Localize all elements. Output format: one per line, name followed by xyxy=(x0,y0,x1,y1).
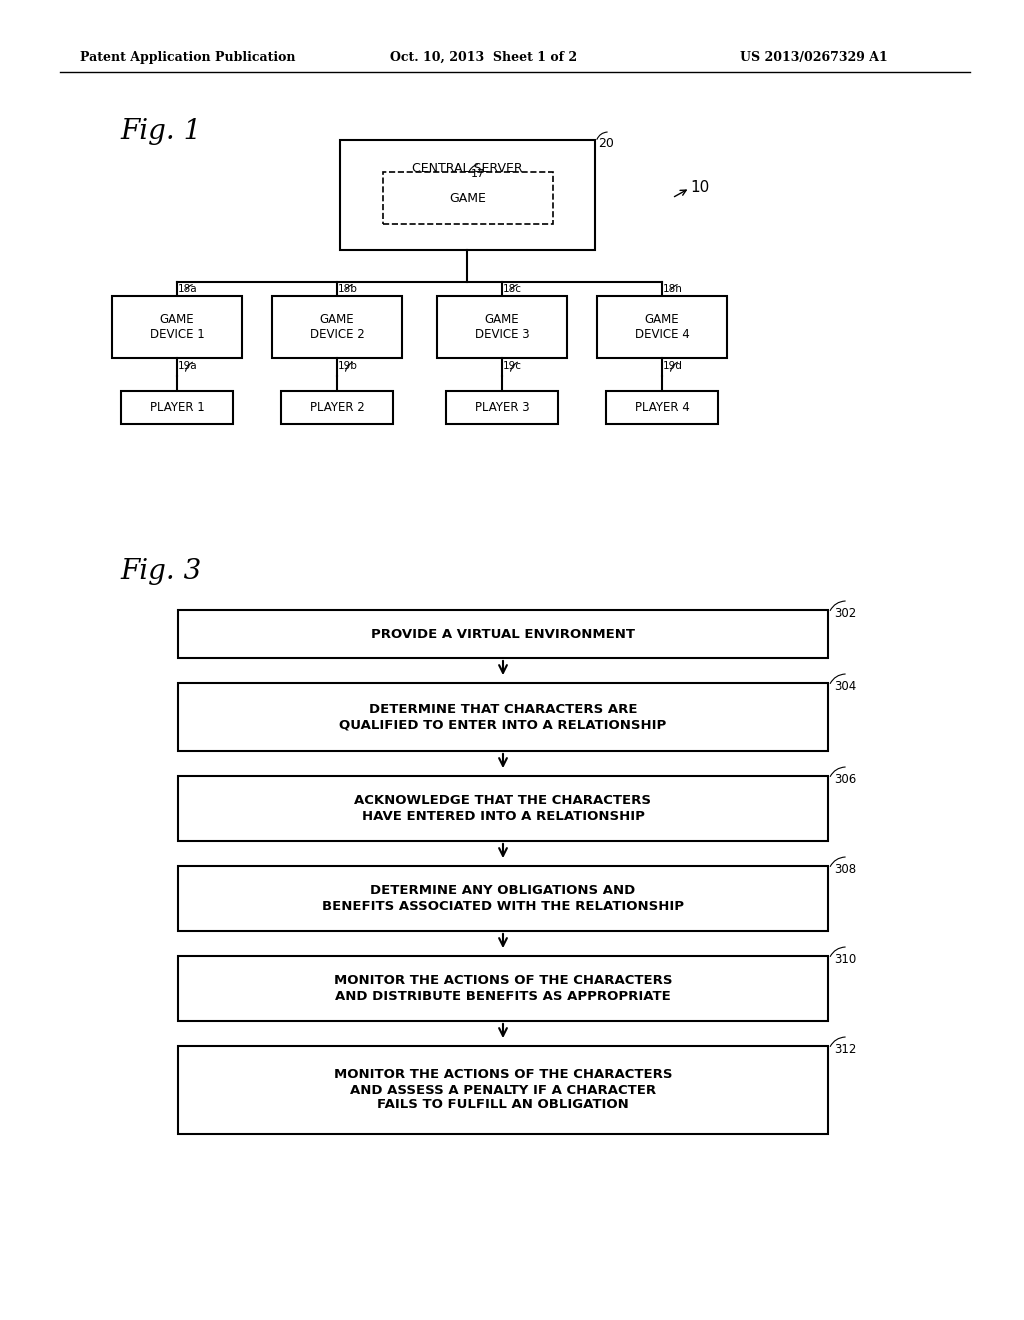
Text: CENTRAL SERVER: CENTRAL SERVER xyxy=(413,161,523,174)
Bar xyxy=(340,140,595,249)
Text: PLAYER 1: PLAYER 1 xyxy=(150,401,205,414)
Text: 304: 304 xyxy=(834,680,856,693)
Bar xyxy=(606,391,718,424)
Text: GAME
DEVICE 3: GAME DEVICE 3 xyxy=(475,313,529,341)
Text: 18c: 18c xyxy=(503,284,522,294)
Text: GAME
DEVICE 2: GAME DEVICE 2 xyxy=(309,313,365,341)
Text: 19d: 19d xyxy=(663,360,683,371)
Bar xyxy=(383,172,553,224)
Text: 19c: 19c xyxy=(503,360,522,371)
Text: 308: 308 xyxy=(834,863,856,876)
Bar xyxy=(178,956,828,1020)
Text: GAME
DEVICE 1: GAME DEVICE 1 xyxy=(150,313,205,341)
Text: 10: 10 xyxy=(690,181,710,195)
Text: Fig. 3: Fig. 3 xyxy=(120,558,202,585)
Bar xyxy=(178,1045,828,1134)
Bar xyxy=(281,391,393,424)
Bar xyxy=(437,296,567,358)
Text: MONITOR THE ACTIONS OF THE CHARACTERS
AND DISTRIBUTE BENEFITS AS APPROPRIATE: MONITOR THE ACTIONS OF THE CHARACTERS AN… xyxy=(334,974,672,1002)
Text: Oct. 10, 2013  Sheet 1 of 2: Oct. 10, 2013 Sheet 1 of 2 xyxy=(390,50,578,63)
Text: GAME: GAME xyxy=(450,191,486,205)
Bar xyxy=(178,682,828,751)
Text: 19a: 19a xyxy=(178,360,198,371)
Text: MONITOR THE ACTIONS OF THE CHARACTERS
AND ASSESS A PENALTY IF A CHARACTER
FAILS : MONITOR THE ACTIONS OF THE CHARACTERS AN… xyxy=(334,1068,672,1111)
Text: 310: 310 xyxy=(834,953,856,966)
Text: 17: 17 xyxy=(471,169,485,180)
Text: 312: 312 xyxy=(834,1043,856,1056)
Bar xyxy=(178,610,828,657)
Text: GAME
DEVICE 4: GAME DEVICE 4 xyxy=(635,313,689,341)
Bar xyxy=(178,776,828,841)
Bar xyxy=(272,296,402,358)
Text: Fig. 1: Fig. 1 xyxy=(120,117,202,145)
Text: 20: 20 xyxy=(598,137,613,150)
Text: PLAYER 2: PLAYER 2 xyxy=(309,401,365,414)
Text: ACKNOWLEDGE THAT THE CHARACTERS
HAVE ENTERED INTO A RELATIONSHIP: ACKNOWLEDGE THAT THE CHARACTERS HAVE ENT… xyxy=(354,795,651,822)
Text: Patent Application Publication: Patent Application Publication xyxy=(80,50,296,63)
Text: 18a: 18a xyxy=(178,284,198,294)
Bar xyxy=(121,391,233,424)
Text: DETERMINE THAT CHARACTERS ARE
QUALIFIED TO ENTER INTO A RELATIONSHIP: DETERMINE THAT CHARACTERS ARE QUALIFIED … xyxy=(339,704,667,731)
Bar xyxy=(112,296,242,358)
Text: 302: 302 xyxy=(834,607,856,620)
Text: PROVIDE A VIRTUAL ENVIRONMENT: PROVIDE A VIRTUAL ENVIRONMENT xyxy=(371,627,635,640)
Bar xyxy=(178,866,828,931)
Text: 18b: 18b xyxy=(338,284,357,294)
Text: PLAYER 3: PLAYER 3 xyxy=(475,401,529,414)
Text: 306: 306 xyxy=(834,774,856,785)
Bar xyxy=(597,296,727,358)
Text: PLAYER 4: PLAYER 4 xyxy=(635,401,689,414)
Text: DETERMINE ANY OBLIGATIONS AND
BENEFITS ASSOCIATED WITH THE RELATIONSHIP: DETERMINE ANY OBLIGATIONS AND BENEFITS A… xyxy=(322,884,684,912)
Text: 18n: 18n xyxy=(663,284,683,294)
Text: 19b: 19b xyxy=(338,360,357,371)
Bar xyxy=(446,391,558,424)
Text: US 2013/0267329 A1: US 2013/0267329 A1 xyxy=(740,50,888,63)
